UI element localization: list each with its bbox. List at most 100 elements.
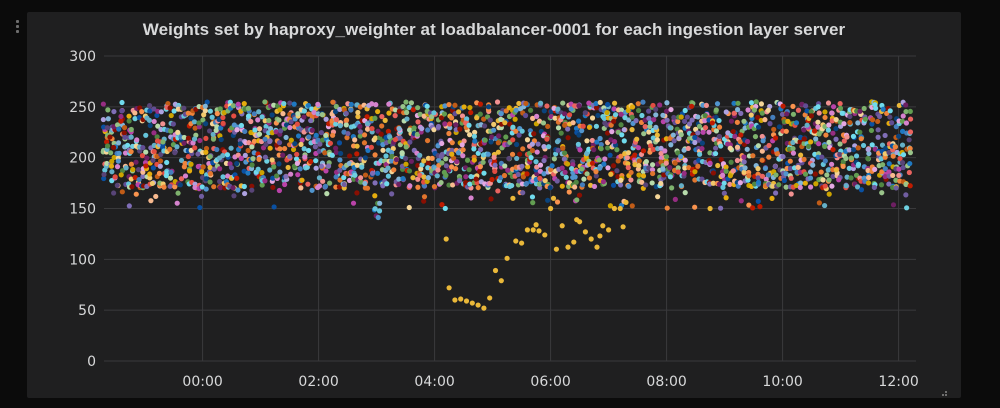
data-point [513, 128, 519, 134]
data-point [224, 152, 231, 158]
data-point [132, 174, 138, 181]
data-point [702, 118, 708, 124]
data-point [903, 192, 909, 198]
data-point [872, 166, 878, 173]
data-point [569, 165, 575, 172]
data-point [865, 180, 872, 186]
data-point [675, 118, 681, 125]
data-point [575, 141, 581, 147]
data-point [446, 285, 452, 291]
data-point [308, 117, 314, 124]
resize-handle-icon[interactable] [938, 384, 948, 396]
data-point [137, 148, 143, 154]
data-point [362, 155, 368, 161]
data-point [513, 238, 519, 244]
data-point [481, 123, 488, 129]
data-point [288, 171, 294, 177]
data-point [582, 229, 589, 235]
data-point [780, 154, 786, 160]
data-point [560, 100, 566, 106]
data-point [154, 134, 160, 140]
data-point [415, 184, 421, 190]
data-point [299, 137, 305, 143]
data-point [220, 114, 226, 121]
data-point [748, 112, 754, 118]
data-point [167, 105, 173, 111]
data-point [256, 126, 263, 132]
data-point [406, 204, 412, 211]
data-point [618, 153, 624, 159]
data-point [383, 153, 389, 159]
data-point [862, 116, 869, 122]
data-point [628, 177, 634, 183]
data-point [829, 183, 835, 189]
data-point [492, 267, 499, 274]
data-point [896, 166, 902, 172]
data-point [392, 113, 398, 119]
data-point [364, 185, 371, 191]
panel-title[interactable]: Weights set by haproxy_weighter at loadb… [142, 20, 846, 39]
data-point [672, 160, 678, 166]
data-point [879, 142, 886, 148]
data-point [727, 145, 733, 151]
data-point [255, 117, 261, 123]
data-point [634, 136, 640, 142]
data-point [537, 168, 543, 174]
data-point [880, 162, 886, 168]
data-point [815, 154, 821, 160]
data-point [489, 176, 495, 183]
data-point [245, 113, 252, 119]
data-point [119, 99, 125, 106]
data-point [879, 169, 885, 175]
data-point [112, 174, 118, 180]
data-point [904, 205, 910, 211]
data-point [836, 177, 842, 183]
data-point [790, 145, 796, 152]
data-point [804, 122, 810, 128]
data-point [450, 182, 456, 188]
data-point [429, 155, 435, 161]
data-point [759, 148, 765, 154]
data-point [337, 150, 344, 157]
data-point [111, 154, 117, 161]
data-point [837, 101, 843, 107]
data-point [249, 162, 255, 168]
data-point [860, 142, 867, 149]
data-point [188, 115, 194, 121]
data-point [853, 153, 860, 159]
data-point [875, 127, 881, 133]
data-point [710, 180, 716, 186]
data-point [765, 107, 771, 113]
data-point [808, 108, 814, 115]
data-point [721, 180, 727, 186]
data-point [520, 190, 526, 196]
data-point [675, 150, 681, 156]
data-point [695, 130, 701, 136]
data-point [415, 176, 421, 182]
data-point [154, 112, 160, 119]
data-point [524, 227, 531, 233]
data-point [271, 164, 277, 170]
data-point [825, 127, 831, 133]
data-point [830, 104, 837, 110]
data-point [217, 106, 223, 112]
drag-handle-icon[interactable] [16, 20, 22, 34]
data-point [588, 236, 594, 242]
data-point [333, 121, 339, 127]
data-point [251, 111, 257, 117]
data-point [170, 121, 176, 127]
data-point [649, 162, 656, 168]
data-point [385, 173, 391, 179]
data-point [455, 150, 462, 156]
data-point [195, 151, 201, 157]
data-point [790, 111, 797, 117]
data-point [530, 200, 536, 206]
data-point [345, 130, 351, 137]
data-point [755, 114, 761, 121]
data-point [811, 128, 818, 134]
data-point [139, 109, 145, 115]
data-point [126, 113, 132, 119]
data-point [494, 99, 501, 105]
data-point [617, 205, 623, 212]
data-point [403, 99, 409, 105]
